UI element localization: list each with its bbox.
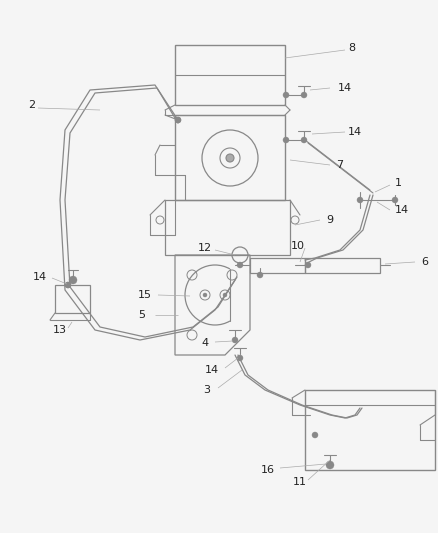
Bar: [165, 200, 290, 255]
Text: 1: 1: [395, 178, 402, 188]
Circle shape: [305, 262, 311, 268]
Text: 14: 14: [348, 127, 362, 137]
Text: 8: 8: [349, 43, 356, 53]
Text: 2: 2: [28, 100, 35, 110]
Circle shape: [223, 293, 227, 297]
Circle shape: [175, 117, 181, 123]
Circle shape: [326, 461, 334, 469]
Text: 3: 3: [204, 385, 211, 395]
Circle shape: [283, 137, 289, 143]
Circle shape: [226, 154, 234, 162]
Bar: [305, 390, 435, 470]
Text: 9: 9: [326, 215, 334, 225]
Circle shape: [65, 282, 71, 288]
Circle shape: [232, 337, 238, 343]
Circle shape: [237, 262, 243, 268]
Circle shape: [203, 293, 207, 297]
Text: 14: 14: [395, 205, 409, 215]
Text: 13: 13: [53, 325, 67, 335]
Text: 5: 5: [138, 310, 145, 320]
Text: 12: 12: [198, 243, 212, 253]
Text: 14: 14: [338, 83, 352, 93]
Circle shape: [175, 117, 181, 123]
Circle shape: [237, 355, 243, 361]
Bar: [250, 258, 305, 273]
Text: 7: 7: [336, 160, 343, 170]
Text: 15: 15: [138, 290, 152, 300]
Text: 14: 14: [33, 272, 47, 282]
Text: 14: 14: [205, 365, 219, 375]
Bar: [305, 258, 380, 273]
Circle shape: [257, 272, 263, 278]
Text: 11: 11: [293, 477, 307, 487]
Circle shape: [301, 137, 307, 143]
Circle shape: [357, 197, 363, 203]
Circle shape: [283, 92, 289, 98]
Text: 16: 16: [261, 465, 275, 475]
Circle shape: [69, 276, 77, 284]
Bar: [175, 115, 285, 200]
Circle shape: [392, 197, 398, 203]
Text: 6: 6: [421, 257, 428, 267]
Text: 4: 4: [201, 338, 208, 348]
Circle shape: [301, 92, 307, 98]
Bar: [55, 285, 90, 313]
Circle shape: [65, 282, 71, 288]
Text: 10: 10: [291, 241, 305, 251]
Circle shape: [312, 432, 318, 438]
Bar: [175, 45, 285, 105]
